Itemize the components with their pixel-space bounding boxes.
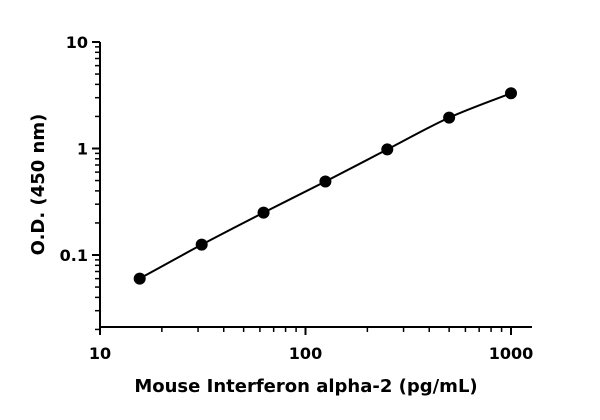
x-ticks: 10 100 1000 <box>89 327 533 363</box>
data-point <box>319 175 332 188</box>
x-axis-title: Mouse Interferon alpha-2 (pg/mL) <box>134 376 477 397</box>
data-point <box>505 87 517 100</box>
y-tick-label: 1 <box>77 140 88 159</box>
y-ticks: 0.1 1 10 <box>60 33 100 265</box>
x-tick-label: 100 <box>289 344 322 363</box>
y-axis-title: O.D. (450 nm) <box>28 114 49 256</box>
x-tick-label: 1000 <box>489 344 534 363</box>
data-points <box>133 87 517 285</box>
data-point <box>195 238 208 251</box>
y-tick-label: 10 <box>66 33 88 52</box>
minor-ticks <box>95 46 503 332</box>
x-tick-label: 10 <box>89 344 111 363</box>
data-point <box>443 111 456 124</box>
data-point <box>381 143 394 156</box>
data-point <box>133 272 146 285</box>
y-tick-label: 0.1 <box>60 246 88 265</box>
data-point <box>257 206 270 219</box>
